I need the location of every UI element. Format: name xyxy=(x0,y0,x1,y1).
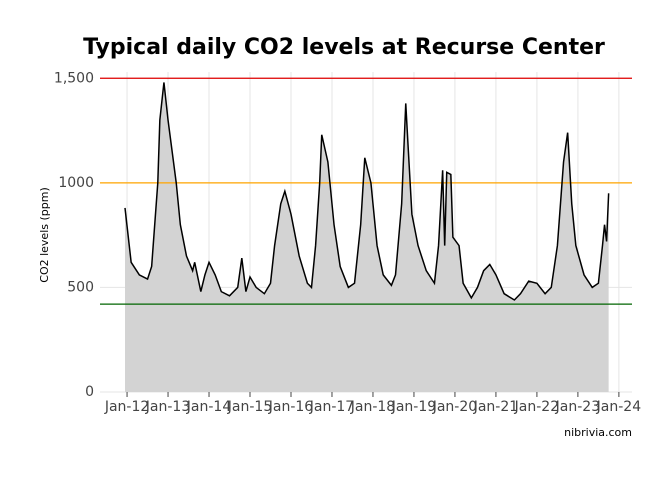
y-tick-label: 1,500 xyxy=(54,70,94,86)
y-tick-label: 1000 xyxy=(58,175,94,191)
x-tick-label: Jan-21 xyxy=(473,399,518,415)
x-tick-label: Jan-12 xyxy=(104,399,149,415)
line xyxy=(124,82,610,301)
x-tick-label: Jan-23 xyxy=(555,399,600,415)
y-tick-label: 500 xyxy=(67,279,94,295)
x-tick-label: Jan-24 xyxy=(596,399,642,415)
x-tick-label: Jan-15 xyxy=(227,399,272,415)
x-tick-label: Jan-19 xyxy=(391,399,436,415)
chart-title: Typical daily CO2 levels at Recurse Cent… xyxy=(83,35,605,60)
x-tick-label: Jan-17 xyxy=(309,399,354,415)
y-tick-label: 0 xyxy=(85,384,94,400)
x-tick-label: Jan-18 xyxy=(350,399,395,415)
y-axis-label: CO2 levels (ppm) xyxy=(38,187,51,282)
x-tick-label: Jan-14 xyxy=(186,399,232,415)
area xyxy=(125,82,609,392)
x-tick-label: Jan-13 xyxy=(145,399,190,415)
source: nibrivia.com xyxy=(564,426,632,439)
x-tick-label: Jan-20 xyxy=(432,399,477,415)
x-tick-label: Jan-22 xyxy=(514,399,559,415)
x-tick-label: Jan-16 xyxy=(268,399,314,415)
